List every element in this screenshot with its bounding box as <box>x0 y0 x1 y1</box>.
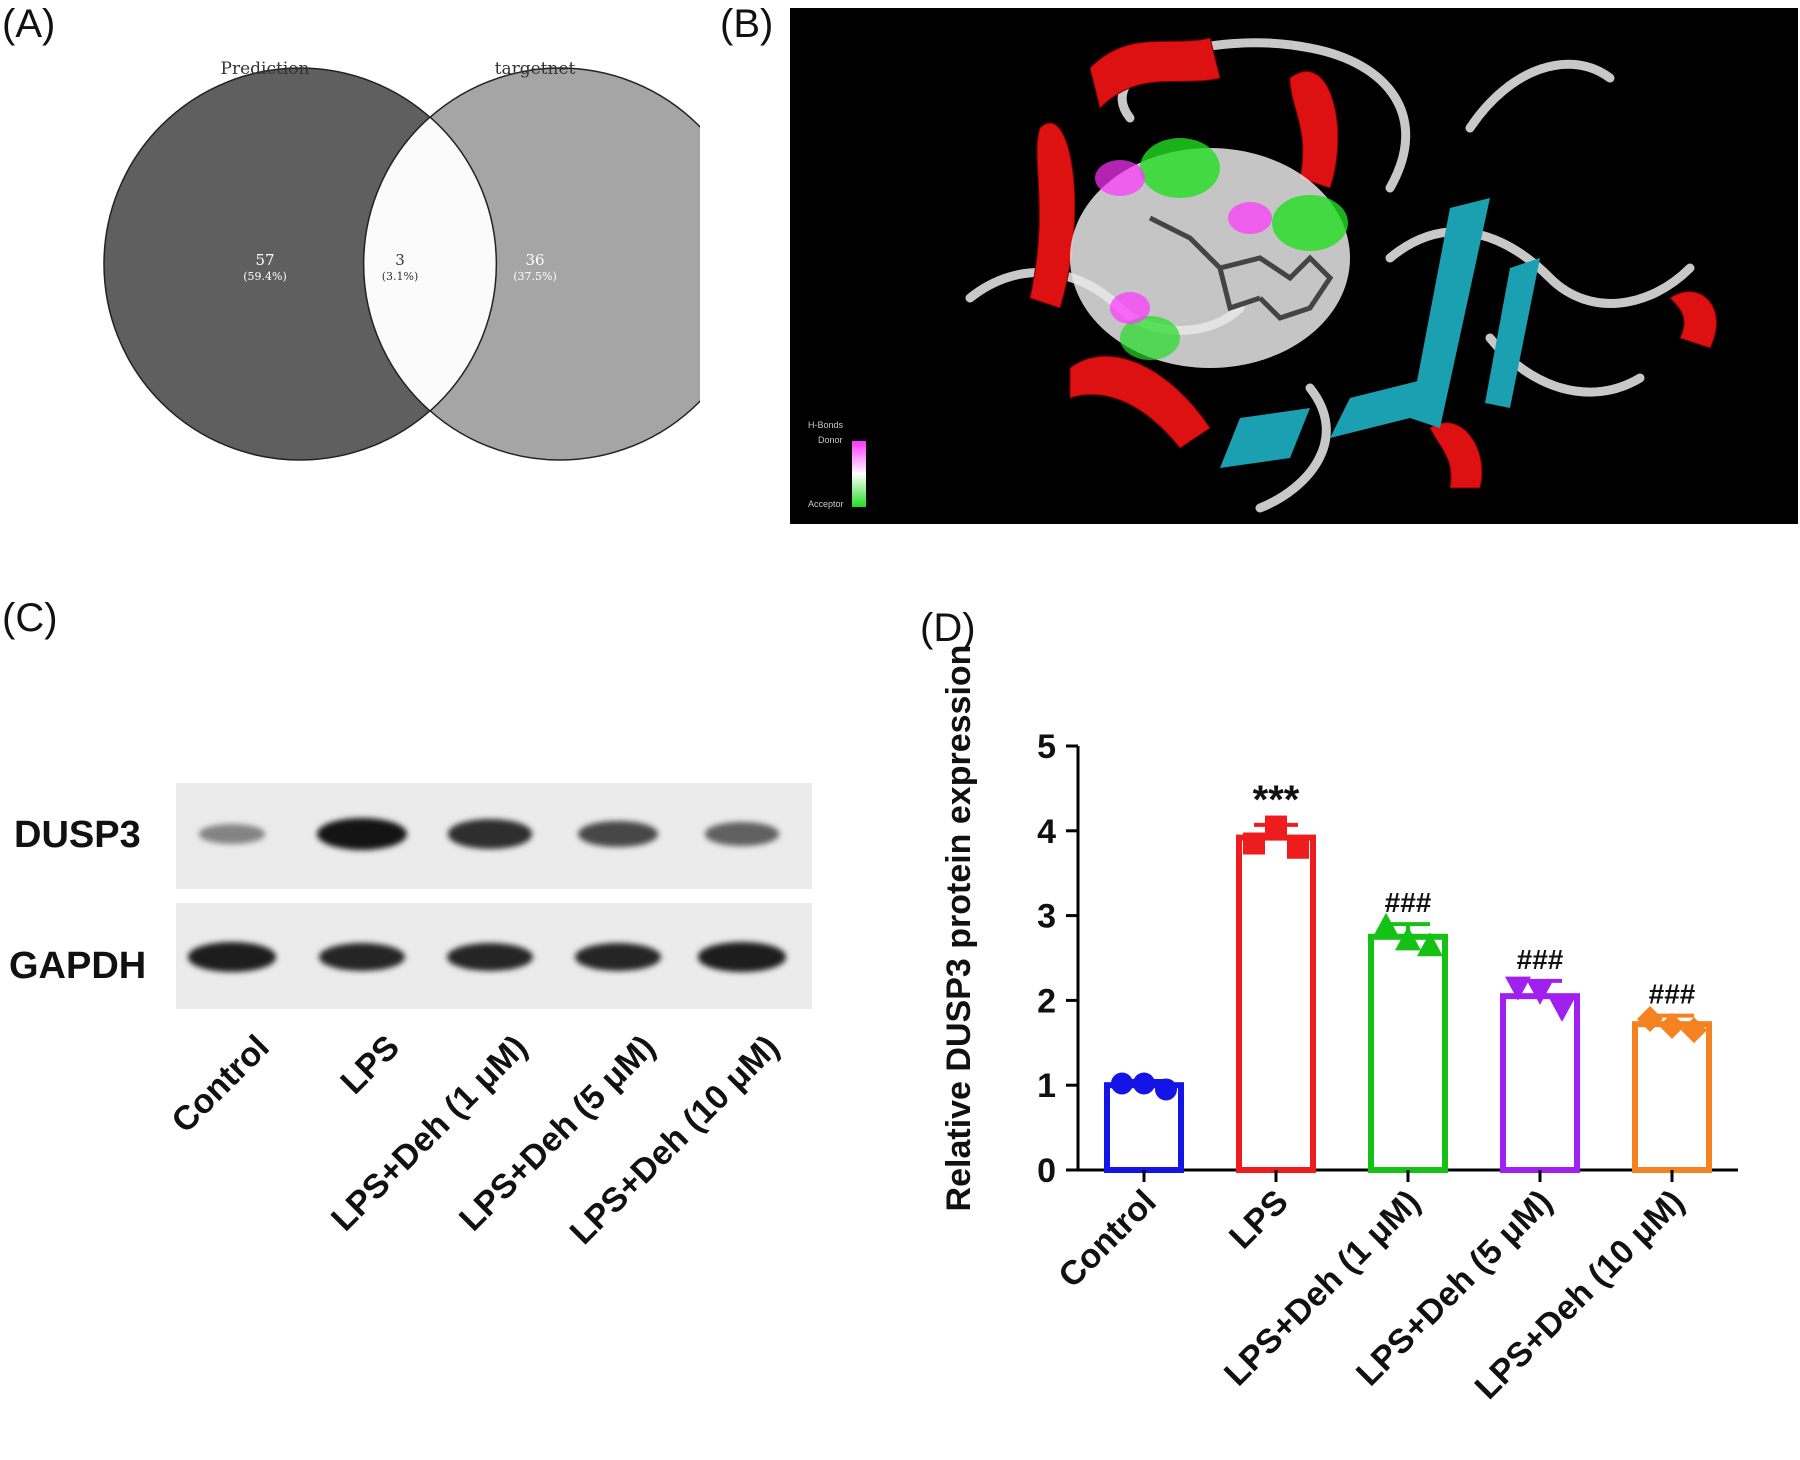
blot-band-gapdh-3 <box>446 942 534 972</box>
dusp3-bar-chart: 0 1 2 3 4 5 Relative DUSP3 protein expression C… <box>940 645 1738 1407</box>
hbond-legend-title: H-Bonds <box>808 420 844 430</box>
significance-label-2: *** <box>1253 778 1300 822</box>
blot-band-gapdh-4 <box>574 942 662 972</box>
blot-lane-label-2: LPS <box>333 1028 407 1102</box>
panel-a-label: (A) <box>2 2 56 46</box>
significance-label-4: ### <box>1517 944 1564 975</box>
venn-right-count: 36 <box>525 251 544 269</box>
y-tick-label: 3 <box>1037 898 1056 936</box>
alpha-helices <box>1029 37 1717 489</box>
blot-lane-label-1: Control <box>164 1028 277 1141</box>
y-tick-label: 0 <box>1037 1152 1056 1190</box>
blot-lane-label-5: LPS+Deh (10 μM) <box>562 1028 787 1252</box>
venn-right-pct: (37.5%) <box>513 270 557 283</box>
bar-4 <box>1500 993 1580 1173</box>
panel-c-label: (C) <box>2 596 58 640</box>
data-point-3-1 <box>1373 912 1399 937</box>
data-point-2-1 <box>1243 832 1265 855</box>
bar-5 <box>1632 1021 1712 1174</box>
data-point-2-2 <box>1265 815 1287 838</box>
x-tick-label-1: Control <box>1051 1183 1163 1295</box>
venn-diagram: Prediction targetnet 57(59.4%) 3(3.1%) 36(37… <box>103 59 700 461</box>
venn-overlap-pct: (3.1%) <box>382 270 419 283</box>
blot-band-dusp3-1 <box>198 824 266 844</box>
y-tick-label: 1 <box>1037 1067 1056 1105</box>
bar-3 <box>1368 933 1448 1173</box>
blot-band-dusp3-4 <box>578 820 658 848</box>
data-point-3-3 <box>1417 932 1443 957</box>
blot-row-label-gapdh: GAPDH <box>9 945 147 987</box>
data-point-1-1 <box>1111 1072 1133 1095</box>
data-point-1-3 <box>1155 1078 1177 1101</box>
hbond-legend-donor: Donor <box>818 435 843 445</box>
hbond-legend-colorbar <box>852 441 866 507</box>
data-point-5-2 <box>1659 1012 1685 1039</box>
y-axis-title: Relative DUSP3 protein expression <box>940 645 978 1212</box>
blot-band-dusp3-2 <box>317 818 407 850</box>
data-point-2-3 <box>1287 836 1309 859</box>
data-point-4-2 <box>1527 980 1553 1005</box>
docking-structure-view: H-Bonds Donor Acceptor <box>790 8 1798 524</box>
y-tick-label: 5 <box>1037 728 1056 766</box>
data-point-4-3 <box>1549 997 1575 1022</box>
blot-band-gapdh-2 <box>318 942 406 972</box>
hbond-legend-acceptor: Acceptor <box>808 499 844 509</box>
significance-label-3: ### <box>1385 887 1432 918</box>
data-point-5-1 <box>1637 1006 1663 1033</box>
protein-structure-illustration: H-Bonds Donor Acceptor <box>808 37 1717 513</box>
blot-band-dusp3-3 <box>447 819 533 849</box>
blot-band-dusp3-5 <box>705 822 779 846</box>
significance-label-5: ### <box>1649 979 1696 1010</box>
ligand-sticks <box>1148 215 1334 321</box>
venn-overlap-region <box>362 115 498 413</box>
y-tick-label: 2 <box>1037 982 1056 1020</box>
y-tick-label: 4 <box>1037 813 1056 851</box>
venn-overlap-count: 3 <box>395 251 405 269</box>
venn-right-title: targetnet <box>495 59 576 79</box>
x-tick-label-2: LPS <box>1222 1183 1296 1257</box>
data-point-1-2 <box>1133 1072 1155 1095</box>
venn-left-title: Prediction <box>221 59 310 79</box>
data-point-4-1 <box>1505 976 1531 1001</box>
venn-left-count: 57 <box>255 251 274 269</box>
panel-d-label: (D) <box>920 606 976 650</box>
panel-b-label: (B) <box>720 2 774 46</box>
venn-left-pct: (59.4%) <box>243 270 287 283</box>
blot-row-label-dusp3: DUSP3 <box>14 814 141 856</box>
data-point-3-2 <box>1395 926 1421 951</box>
data-point-5-3 <box>1681 1017 1707 1044</box>
blot-band-gapdh-1 <box>187 942 277 972</box>
bar-2 <box>1236 834 1316 1173</box>
blot-band-gapdh-5 <box>697 942 787 972</box>
beta-sheets <box>1220 198 1540 468</box>
